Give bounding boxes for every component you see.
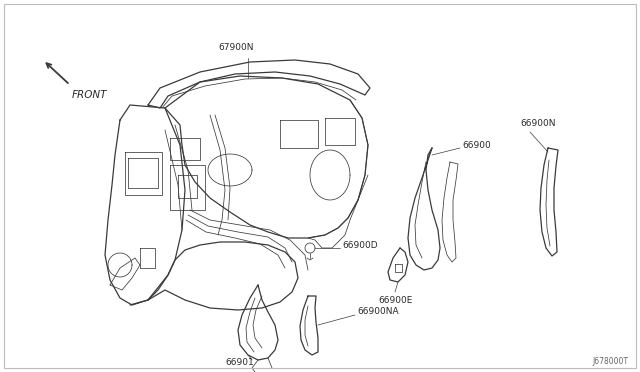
Text: 66900E: 66900E bbox=[378, 296, 412, 305]
Text: 66900N: 66900N bbox=[520, 119, 556, 128]
Text: 66901: 66901 bbox=[225, 358, 253, 367]
Text: 66900: 66900 bbox=[462, 141, 491, 150]
Text: J678000T: J678000T bbox=[592, 357, 628, 366]
Text: 66900NA: 66900NA bbox=[357, 308, 399, 317]
Text: 67900N: 67900N bbox=[218, 43, 253, 52]
Text: FRONT: FRONT bbox=[72, 90, 108, 100]
Text: 66900D: 66900D bbox=[342, 241, 378, 250]
